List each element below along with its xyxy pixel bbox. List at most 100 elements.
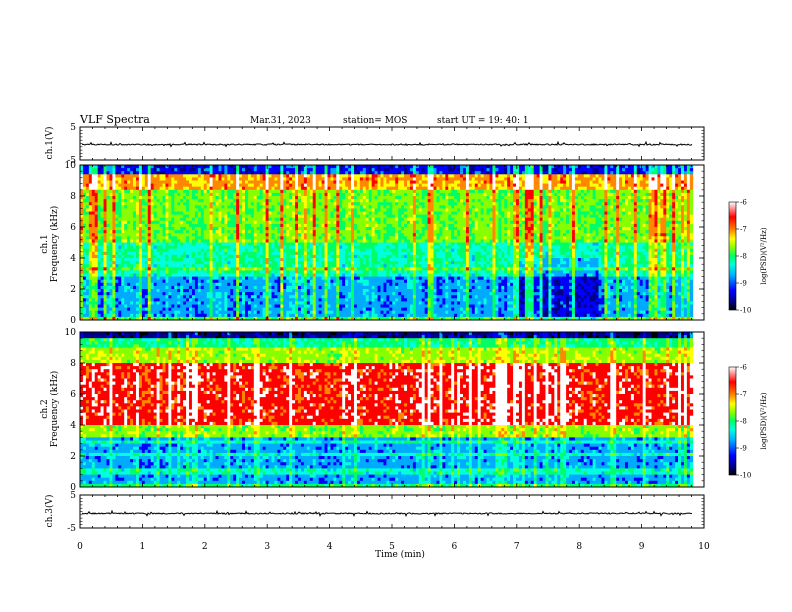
ch1-spectrogram-cell — [88, 211, 93, 215]
ch1-spectrogram-cell — [159, 208, 163, 212]
ch1-spectrogram-cell — [289, 192, 293, 197]
ch1-spectrogram-cell — [524, 199, 529, 203]
ch1-spectrogram-cell — [524, 217, 529, 222]
ch1-spectrogram-cell — [642, 177, 647, 181]
ch1-spectrogram-cell — [542, 180, 546, 184]
ch1-spectrogram-cell — [636, 165, 641, 169]
ch1-spectrogram-cell — [513, 230, 517, 234]
ch1-spectrogram-cell — [97, 174, 102, 178]
ch1-spectrogram-cell — [539, 220, 543, 225]
ch1-spectrogram-cell — [580, 186, 585, 191]
ch1-spectrogram-cell — [244, 202, 249, 206]
ch1-spectrogram-cell — [607, 165, 611, 169]
ch1-spectrogram-cell — [633, 183, 638, 188]
ch1-spectrogram-cell — [121, 177, 125, 181]
ch1-spectrogram-cell — [598, 223, 602, 228]
ch1-spectrogram-cell — [504, 168, 508, 172]
ch1-spectrogram-cell — [415, 202, 420, 206]
ch1-spectrogram-cell — [657, 174, 661, 178]
ch1-spectrogram-cell — [256, 233, 261, 237]
ch1-spectrogram-cell — [507, 189, 511, 194]
ch1-spectrogram-cell — [286, 202, 290, 206]
ch1-spectrogram-cell — [633, 180, 638, 184]
ch1-spectrogram-cell — [527, 211, 532, 215]
ch1-spectrogram-cell — [513, 227, 517, 231]
ch1-spectrogram-cell — [595, 196, 599, 200]
ch1-spectrogram-cell — [474, 168, 479, 172]
ch1-spectrogram-cell — [156, 177, 160, 181]
ch1-spectrogram-cell — [421, 217, 426, 222]
ch1-spectrogram-cell — [395, 208, 399, 212]
ch1-spectrogram-cell — [374, 220, 378, 225]
ch1-spectrogram-cell — [265, 217, 269, 222]
ch1-spectrogram-cell — [247, 230, 252, 234]
ch1-spectrogram-cell — [468, 220, 473, 225]
ch1-spectrogram-cell — [186, 180, 190, 184]
ch1-spectrogram-cell — [274, 220, 278, 225]
ch1-spectrogram-cell — [524, 165, 529, 169]
ch1-spectrogram-cell — [359, 186, 364, 191]
ch1-spectrogram-cell — [227, 236, 231, 240]
ch1-spectrogram-cell — [398, 192, 402, 197]
ch1-spectrogram-cell — [200, 196, 205, 200]
ch1-spectrogram-cell — [327, 205, 331, 209]
ch1-spectrogram-cell — [286, 196, 290, 200]
ch1-spectrogram-cell — [203, 208, 208, 212]
ch1-spectrogram-cell — [666, 199, 670, 203]
ch1-spectrogram-cell — [200, 174, 205, 178]
ch1-spectrogram-cell — [530, 214, 535, 219]
ch1-spectrogram-cell — [159, 205, 163, 209]
ch1-spectrogram-cell — [138, 165, 143, 169]
ch1-spectrogram-cell — [468, 208, 473, 212]
ch1-spectrogram-cell — [85, 202, 90, 206]
ch1-spectrogram-cell — [404, 196, 408, 200]
ch1-spectrogram-cell — [345, 171, 349, 175]
ch1-spectrogram-cell — [133, 230, 137, 234]
ch1-spectrogram-cell — [80, 196, 84, 200]
ch1-spectrogram-cell — [168, 199, 172, 203]
ch1-spectrogram-cell — [633, 202, 638, 206]
ch1-spectrogram-cell — [135, 192, 140, 197]
ch1-spectrogram-cell — [135, 220, 140, 225]
ch1-spectrogram-cell — [233, 227, 237, 231]
ch1-spectrogram-cell — [118, 217, 122, 222]
ch1-spectrogram-cell — [580, 208, 585, 212]
ch1-spectrogram-cell — [271, 230, 275, 234]
ch1-spectrogram-cell — [474, 214, 479, 219]
ch1-spectrogram-cell — [383, 217, 387, 222]
ch1-spectrogram-cell — [448, 183, 452, 188]
ch1-spectrogram-cell — [141, 192, 146, 197]
ch1-spectrogram-cell — [127, 168, 131, 172]
ch1-spectrogram-cell — [177, 223, 181, 228]
ch1-spectrogram-cell — [135, 227, 140, 231]
ch1-spectrogram-cell — [457, 233, 461, 237]
ch1-spectrogram-cell — [168, 180, 172, 184]
ch1-spectrogram-cell — [133, 220, 137, 225]
ch1-spectrogram-cell — [536, 180, 540, 184]
ch1-spectrogram-cell — [191, 186, 196, 191]
ch1-spectrogram-cell — [489, 217, 493, 222]
ch1-spectrogram-cell — [262, 208, 266, 212]
ch1-spectrogram-cell — [236, 180, 240, 184]
ch1-spectrogram-cell — [250, 189, 255, 194]
ch1-spectrogram-cell — [468, 233, 473, 237]
ch1-spectrogram-cell — [212, 208, 216, 212]
ch1-spectrogram-cell — [189, 205, 193, 209]
ch1-spectrogram-cell — [574, 233, 579, 237]
ch1-spectrogram-cell — [133, 180, 137, 184]
ch1-spectrogram-cell — [627, 211, 632, 215]
ch1-spectrogram-cell — [147, 223, 152, 228]
ch1-spectrogram-cell — [468, 202, 473, 206]
ch1-spectrogram-cell — [262, 180, 266, 184]
ch1-spectrogram-cell — [218, 208, 222, 212]
ch1-spectrogram-cell — [477, 177, 482, 181]
ch1-spectrogram-cell — [85, 186, 90, 191]
ch1-spectrogram-cell — [224, 199, 228, 203]
ch1-spectrogram-cell — [654, 186, 658, 191]
ch1-spectrogram-cell — [374, 196, 378, 200]
ch1-spectrogram-cell — [300, 183, 305, 188]
ch1-spectrogram-cell — [504, 186, 508, 191]
ch1-spectrogram-cell — [212, 186, 216, 191]
ch1-spectrogram-cell — [513, 174, 517, 178]
ch1-spectrogram-cell — [439, 192, 443, 197]
